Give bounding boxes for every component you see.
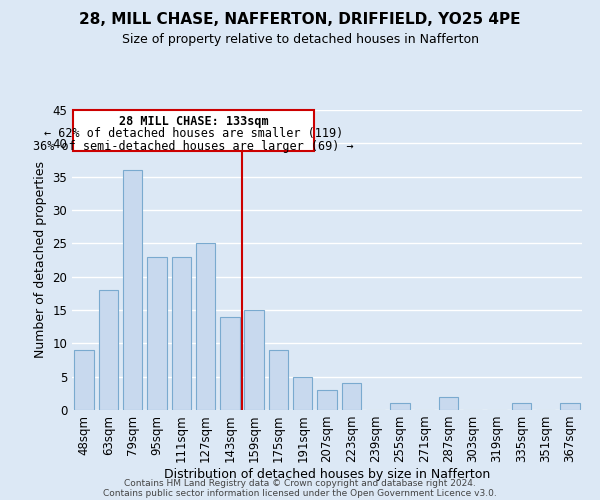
Text: 28 MILL CHASE: 133sqm: 28 MILL CHASE: 133sqm	[119, 116, 268, 128]
Text: Contains public sector information licensed under the Open Government Licence v3: Contains public sector information licen…	[103, 488, 497, 498]
Text: Contains HM Land Registry data © Crown copyright and database right 2024.: Contains HM Land Registry data © Crown c…	[124, 478, 476, 488]
Bar	[147, 256, 167, 410]
Bar	[341, 384, 361, 410]
Text: ← 62% of detached houses are smaller (119): ← 62% of detached houses are smaller (11…	[44, 128, 343, 140]
Bar	[560, 404, 580, 410]
Bar	[220, 316, 239, 410]
Bar	[317, 390, 337, 410]
Bar	[196, 244, 215, 410]
Text: 36% of semi-detached houses are larger (69) →: 36% of semi-detached houses are larger (…	[33, 140, 354, 153]
Bar	[512, 404, 531, 410]
Bar	[172, 256, 191, 410]
X-axis label: Distribution of detached houses by size in Nafferton: Distribution of detached houses by size …	[164, 468, 490, 481]
Bar	[123, 170, 142, 410]
Bar	[293, 376, 313, 410]
Text: 28, MILL CHASE, NAFFERTON, DRIFFIELD, YO25 4PE: 28, MILL CHASE, NAFFERTON, DRIFFIELD, YO…	[79, 12, 521, 28]
Text: Size of property relative to detached houses in Nafferton: Size of property relative to detached ho…	[121, 32, 479, 46]
Bar	[390, 404, 410, 410]
Bar	[439, 396, 458, 410]
Bar	[269, 350, 288, 410]
Y-axis label: Number of detached properties: Number of detached properties	[34, 162, 47, 358]
Bar	[244, 310, 264, 410]
Bar	[74, 350, 94, 410]
FancyBboxPatch shape	[73, 110, 314, 152]
Bar	[99, 290, 118, 410]
